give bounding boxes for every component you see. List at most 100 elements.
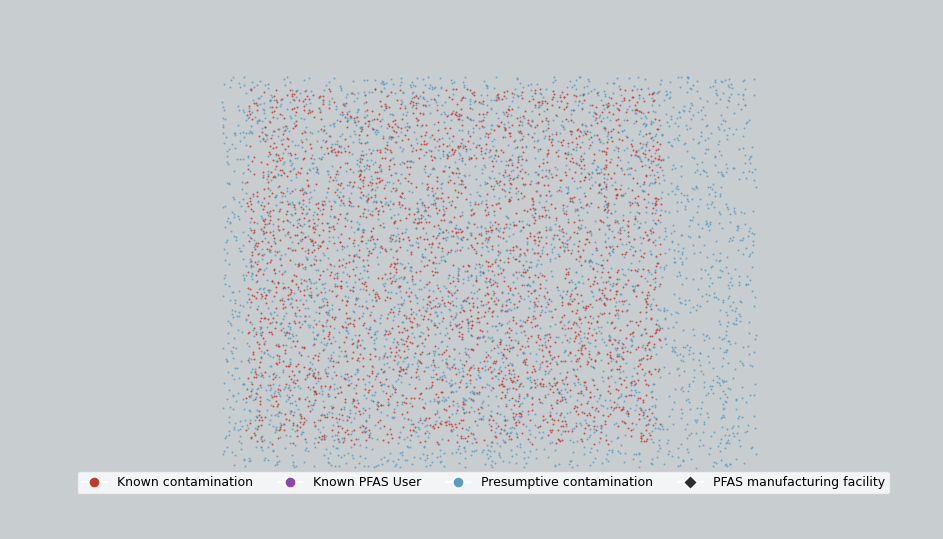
Point xyxy=(396,397,411,406)
Point xyxy=(364,232,379,241)
Point xyxy=(221,385,236,394)
Point xyxy=(376,106,391,114)
Point xyxy=(475,333,490,342)
Point xyxy=(485,358,500,367)
Point xyxy=(301,365,316,374)
Point xyxy=(472,229,487,238)
Point xyxy=(474,383,489,391)
Point xyxy=(569,255,584,264)
Point xyxy=(325,442,340,451)
Point xyxy=(484,421,499,430)
Point xyxy=(493,145,508,154)
Point xyxy=(620,228,636,237)
Point xyxy=(443,298,458,307)
Point xyxy=(574,120,589,128)
Point xyxy=(643,157,658,165)
Point xyxy=(620,222,636,230)
Point xyxy=(399,108,414,116)
Point xyxy=(389,185,404,194)
Point xyxy=(518,459,533,467)
Point xyxy=(708,458,723,467)
Point xyxy=(332,328,347,336)
Point xyxy=(608,358,623,367)
Point xyxy=(479,289,494,298)
Point xyxy=(572,253,587,261)
Point xyxy=(255,270,270,279)
Point xyxy=(356,224,371,233)
Point xyxy=(365,224,380,232)
Point xyxy=(396,347,411,356)
Point xyxy=(464,451,479,460)
Point xyxy=(600,137,615,146)
Point xyxy=(272,182,287,191)
Point xyxy=(608,287,623,295)
Point xyxy=(463,96,478,105)
Point xyxy=(320,301,335,309)
Point xyxy=(355,147,370,155)
Point xyxy=(255,198,270,206)
Point xyxy=(463,86,478,94)
Point xyxy=(272,381,287,390)
Point xyxy=(490,348,505,357)
Point xyxy=(257,413,273,421)
Point xyxy=(443,116,458,125)
Point xyxy=(248,373,263,382)
Point xyxy=(285,438,300,447)
Point xyxy=(427,268,442,277)
Point xyxy=(303,260,318,269)
Point xyxy=(693,349,708,357)
Point xyxy=(538,284,553,292)
Point xyxy=(425,287,440,295)
Point xyxy=(520,239,535,248)
Point xyxy=(306,354,321,362)
Point xyxy=(422,170,437,178)
Point xyxy=(496,185,511,194)
Point xyxy=(569,396,584,405)
Point xyxy=(530,147,545,155)
Point xyxy=(402,236,417,244)
Point xyxy=(420,179,435,188)
Point xyxy=(728,125,743,134)
Point xyxy=(542,255,557,264)
Point xyxy=(429,310,444,319)
Point xyxy=(540,368,555,377)
Point xyxy=(256,250,272,258)
Point xyxy=(336,322,351,331)
Point xyxy=(311,330,326,338)
Point xyxy=(226,334,241,342)
Point xyxy=(505,271,521,280)
Point xyxy=(329,102,344,110)
Point xyxy=(358,281,373,290)
Point xyxy=(260,152,275,161)
Point xyxy=(642,181,657,190)
Point xyxy=(380,200,395,209)
Point xyxy=(334,148,349,156)
Point xyxy=(683,103,698,112)
Point xyxy=(497,416,512,424)
Point xyxy=(531,297,546,306)
Point xyxy=(306,239,321,247)
Point xyxy=(570,205,585,214)
Point xyxy=(461,344,476,353)
Point xyxy=(479,178,494,187)
Point xyxy=(633,219,648,227)
Point xyxy=(602,353,617,361)
Point xyxy=(343,199,358,208)
Point xyxy=(363,186,378,195)
Point xyxy=(410,418,425,426)
Point xyxy=(645,133,660,141)
Point xyxy=(567,168,582,177)
Point xyxy=(231,198,246,206)
Point xyxy=(689,208,704,216)
Point xyxy=(535,96,550,105)
Point xyxy=(473,296,488,305)
Point xyxy=(598,164,613,173)
Point xyxy=(344,88,359,97)
Point xyxy=(361,412,376,421)
Point xyxy=(566,157,581,166)
Point xyxy=(577,306,592,315)
Point xyxy=(485,333,500,341)
Point xyxy=(572,419,587,428)
Point xyxy=(554,385,569,394)
Point xyxy=(560,188,575,196)
